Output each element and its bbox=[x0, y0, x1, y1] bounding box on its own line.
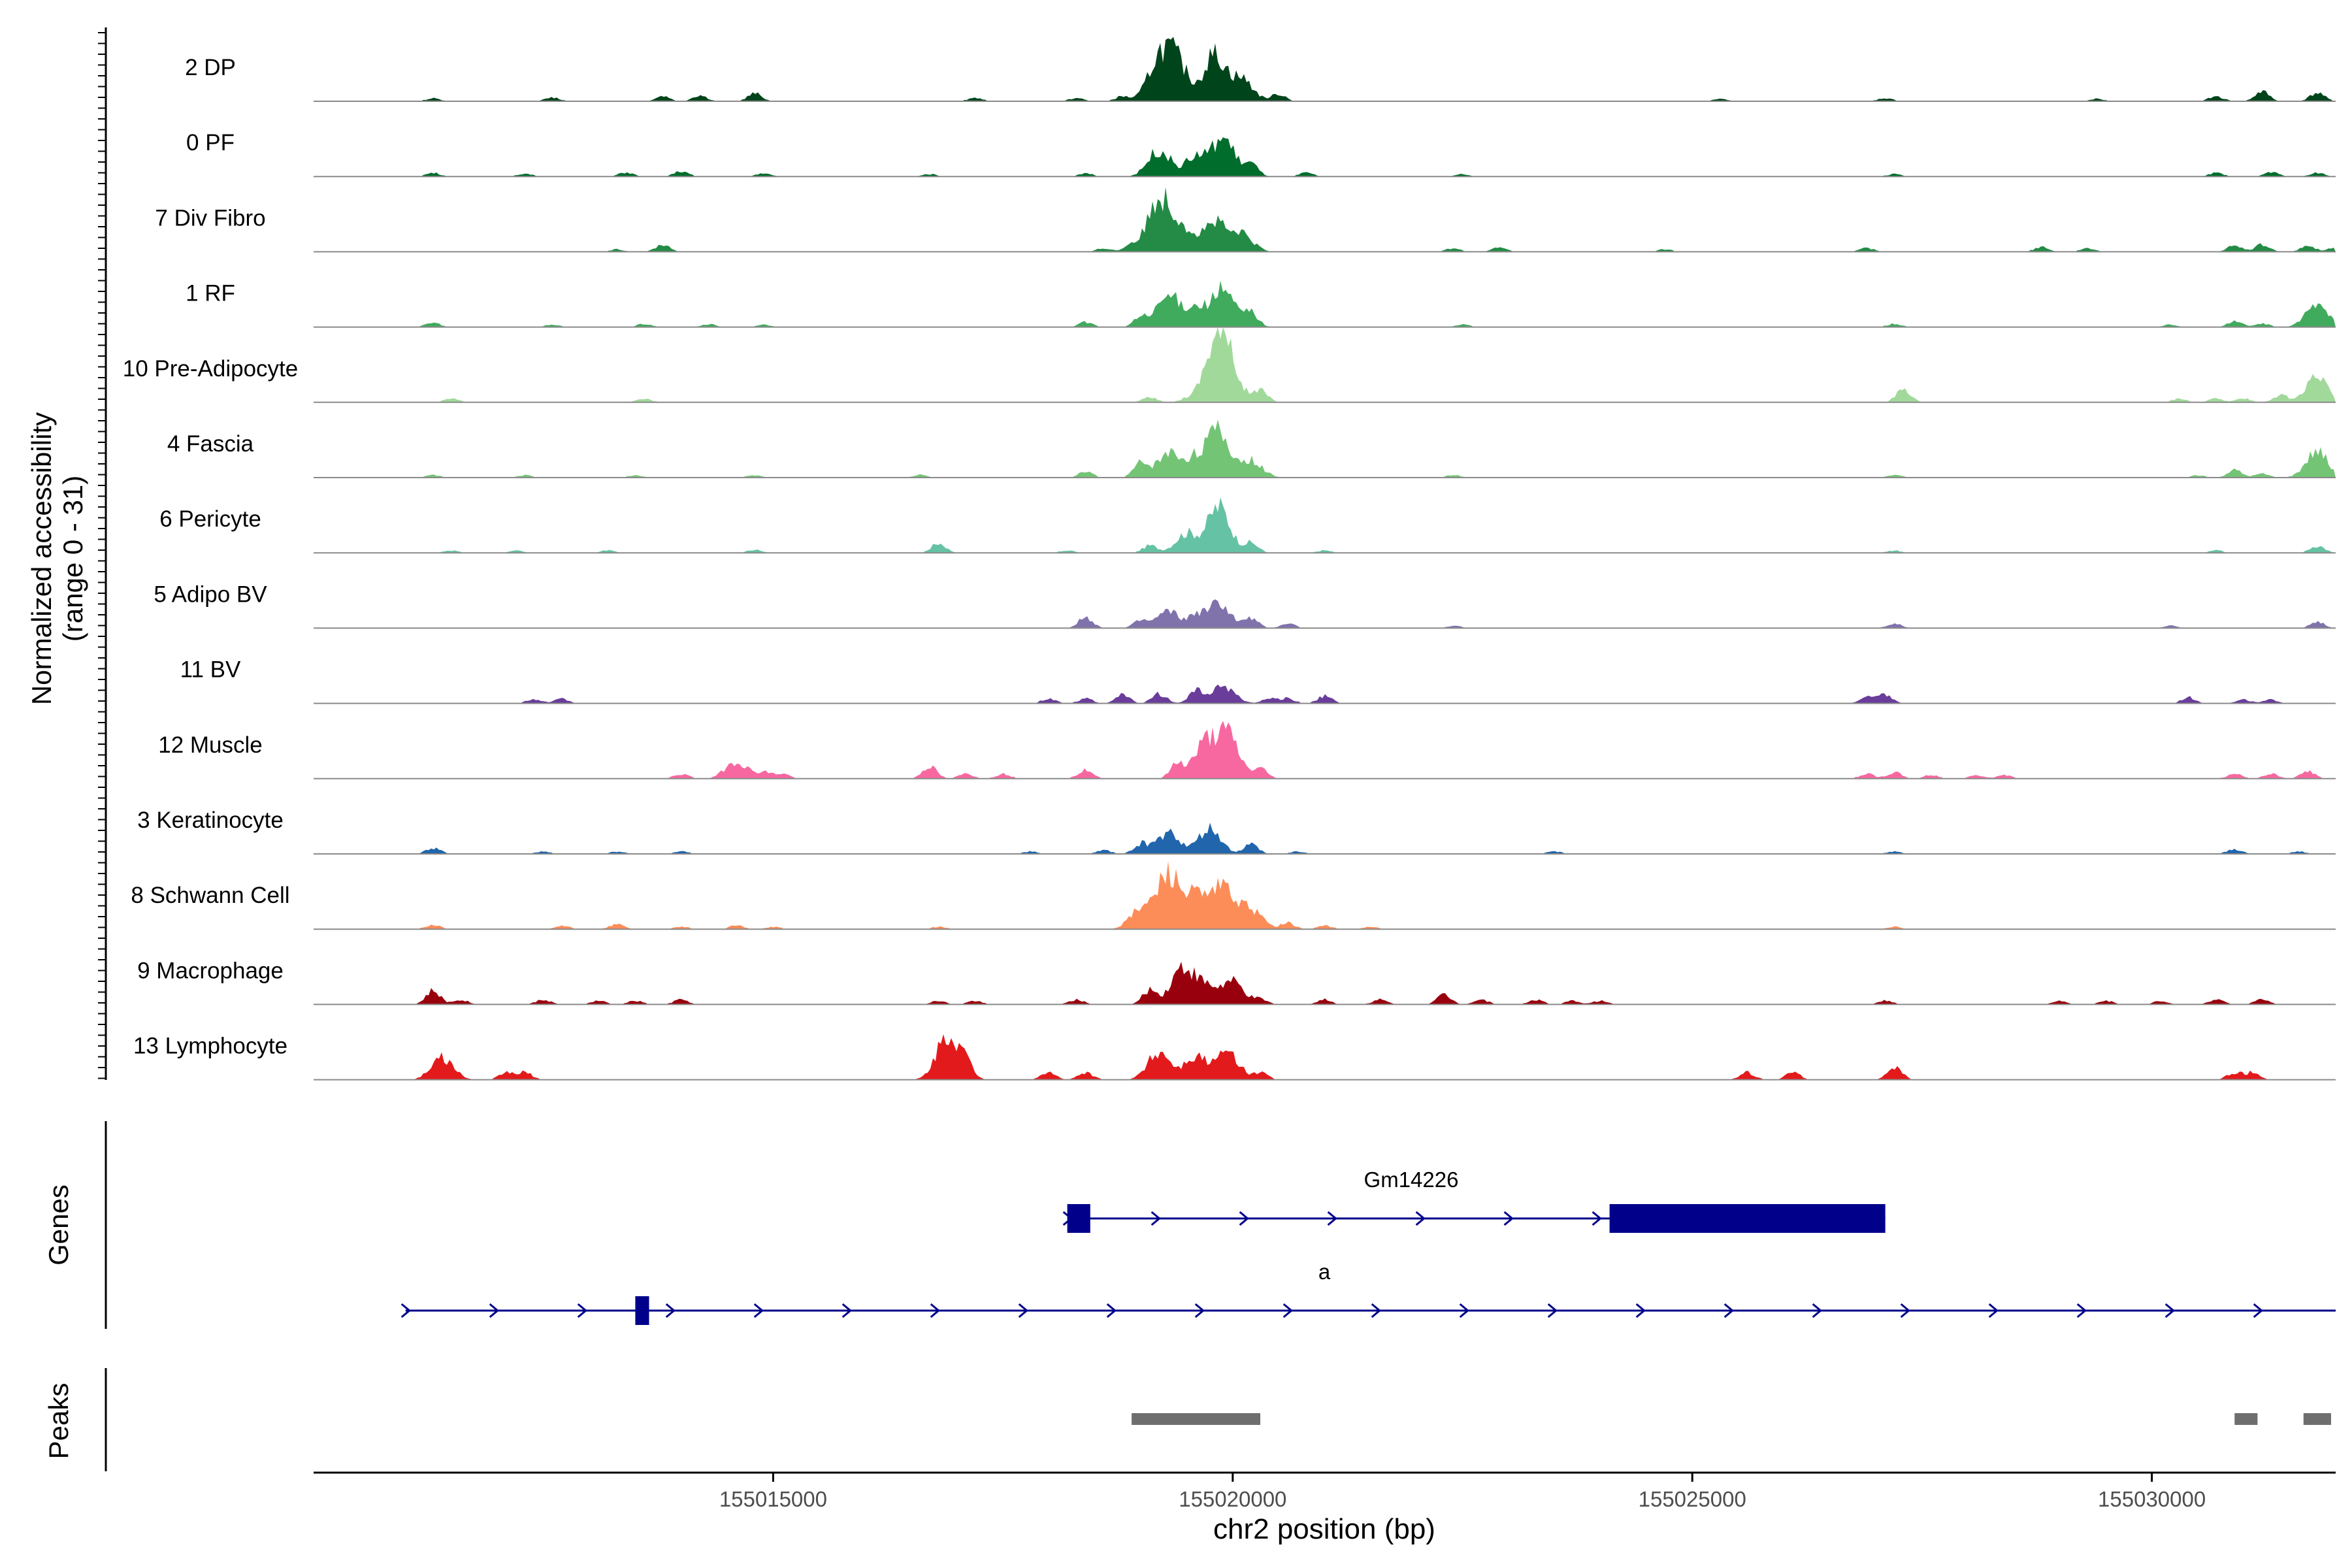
track-label: 11 BV bbox=[180, 657, 241, 683]
track-label: 2 DP bbox=[185, 55, 236, 80]
strand-arrow bbox=[1459, 1303, 1470, 1318]
strand-arrow bbox=[1723, 1303, 1735, 1318]
track-area-12 bbox=[314, 861, 2336, 930]
track-label: 12 Muscle bbox=[158, 732, 263, 758]
strand-arrow bbox=[1415, 1211, 1426, 1226]
strand-arrow bbox=[1194, 1303, 1205, 1318]
peak-region bbox=[1132, 1413, 1261, 1425]
track-13: 9 Macrophage bbox=[137, 958, 2336, 1005]
x-tick-label: 155015000 bbox=[719, 1487, 827, 1511]
track-label: 3 Keratinocyte bbox=[137, 808, 284, 833]
track-area-8 bbox=[314, 599, 2336, 629]
strand-arrow bbox=[1282, 1303, 1294, 1318]
track-11: 3 Keratinocyte bbox=[137, 808, 2336, 855]
gene-exon bbox=[1609, 1204, 1886, 1233]
strand-arrow bbox=[1151, 1211, 1161, 1226]
track-area-10 bbox=[314, 721, 2336, 779]
strand-arrow bbox=[1327, 1211, 1337, 1226]
gene-exon bbox=[1067, 1204, 1090, 1233]
track-5: 10 Pre-Adipocyte bbox=[123, 327, 2336, 403]
track-area-7 bbox=[314, 497, 2336, 553]
strand-arrow bbox=[1635, 1303, 1646, 1318]
track-area-13 bbox=[314, 962, 2336, 1005]
genes-panel-label: Genes bbox=[43, 1184, 74, 1266]
strand-arrow bbox=[1371, 1303, 1382, 1318]
track-area-1 bbox=[314, 37, 2336, 101]
strand-arrow bbox=[1988, 1303, 1999, 1318]
gene-exon bbox=[635, 1296, 649, 1325]
strand-arrow bbox=[1106, 1303, 1117, 1318]
strand-arrow bbox=[1547, 1303, 1558, 1318]
strand-arrow bbox=[2076, 1303, 2087, 1318]
gene-label: a bbox=[1318, 1260, 1331, 1284]
track-area-14 bbox=[314, 1034, 2336, 1080]
track-6: 4 Fascia bbox=[167, 419, 2336, 478]
track-area-9 bbox=[314, 684, 2336, 704]
track-label: 8 Schwann Cell bbox=[131, 883, 289, 908]
strand-arrow bbox=[2253, 1303, 2264, 1318]
y-axis-label-line-1: Normalized accessibility bbox=[26, 412, 57, 705]
track-10: 12 Muscle bbox=[158, 721, 2336, 779]
strand-arrow bbox=[930, 1303, 941, 1318]
strand-arrow bbox=[1503, 1211, 1514, 1226]
strand-arrow bbox=[400, 1303, 412, 1318]
track-2: 0 PF bbox=[186, 130, 2336, 178]
y-axis bbox=[98, 27, 107, 1080]
strand-arrow bbox=[1812, 1303, 1823, 1318]
gene-Gm14226: Gm14226 bbox=[1062, 1168, 1886, 1233]
track-label: 13 Lymphocyte bbox=[133, 1034, 287, 1059]
track-label: 7 Div Fibro bbox=[155, 205, 265, 231]
track-1: 2 DP bbox=[185, 37, 2336, 102]
strand-arrow bbox=[1018, 1303, 1029, 1318]
track-label: 6 Pericyte bbox=[159, 506, 261, 532]
track-7: 6 Pericyte bbox=[159, 497, 2336, 554]
strand-arrow bbox=[489, 1303, 500, 1318]
peaks-panel-label: Peaks bbox=[43, 1383, 74, 1460]
track-label: 9 Macrophage bbox=[137, 958, 284, 983]
genes-panel: Genes Gm14226 a bbox=[43, 1121, 2336, 1329]
track-label: 5 Adipo BV bbox=[154, 581, 267, 607]
strand-arrow bbox=[577, 1303, 588, 1318]
track-label: 10 Pre-Adipocyte bbox=[123, 356, 298, 382]
gene-a: a bbox=[400, 1260, 2336, 1325]
strand-arrow bbox=[665, 1303, 676, 1318]
peaks-panel: Peaks bbox=[43, 1368, 2331, 1471]
strand-arrow bbox=[1900, 1303, 1911, 1318]
coverage-tracks: 2 DP 0 PF 7 Div Fibro 1 RF 10 Pre-Adipocyte 4… bbox=[123, 37, 2336, 1081]
x-tick-label: 155030000 bbox=[2098, 1487, 2206, 1511]
x-tick-label: 155020000 bbox=[1179, 1487, 1286, 1511]
peak-region bbox=[2234, 1413, 2258, 1425]
track-area-3 bbox=[314, 187, 2336, 252]
gene-label: Gm14226 bbox=[1364, 1168, 1459, 1192]
track-label: 1 RF bbox=[186, 281, 235, 306]
track-area-5 bbox=[314, 327, 2336, 402]
track-area-4 bbox=[314, 280, 2336, 327]
strand-arrow bbox=[1592, 1211, 1602, 1226]
strand-arrow bbox=[1239, 1211, 1249, 1226]
x-axis: 155015000 155020000 155025000 155030000 bbox=[314, 1471, 2336, 1511]
track-3: 7 Div Fibro bbox=[155, 187, 2336, 253]
track-area-11 bbox=[314, 823, 2336, 854]
track-area-2 bbox=[314, 137, 2336, 177]
x-axis-label: chr2 position (bp) bbox=[1213, 1513, 1435, 1545]
track-9: 11 BV bbox=[180, 657, 2336, 704]
strand-arrow bbox=[841, 1303, 853, 1318]
track-8: 5 Adipo BV bbox=[154, 581, 2336, 629]
track-label: 4 Fascia bbox=[167, 431, 254, 457]
strand-arrow bbox=[753, 1303, 764, 1318]
strand-arrow bbox=[2164, 1303, 2176, 1318]
track-4: 1 RF bbox=[186, 280, 2336, 328]
track-12: 8 Schwann Cell bbox=[131, 861, 2336, 930]
track-area-6 bbox=[314, 419, 2336, 478]
peak-region bbox=[2303, 1413, 2331, 1425]
x-tick-label: 155025000 bbox=[1639, 1487, 1746, 1511]
y-axis-label-line-2: (range 0 - 31) bbox=[57, 476, 88, 642]
track-label: 0 PF bbox=[186, 130, 235, 155]
track-14: 13 Lymphocyte bbox=[133, 1034, 2336, 1081]
